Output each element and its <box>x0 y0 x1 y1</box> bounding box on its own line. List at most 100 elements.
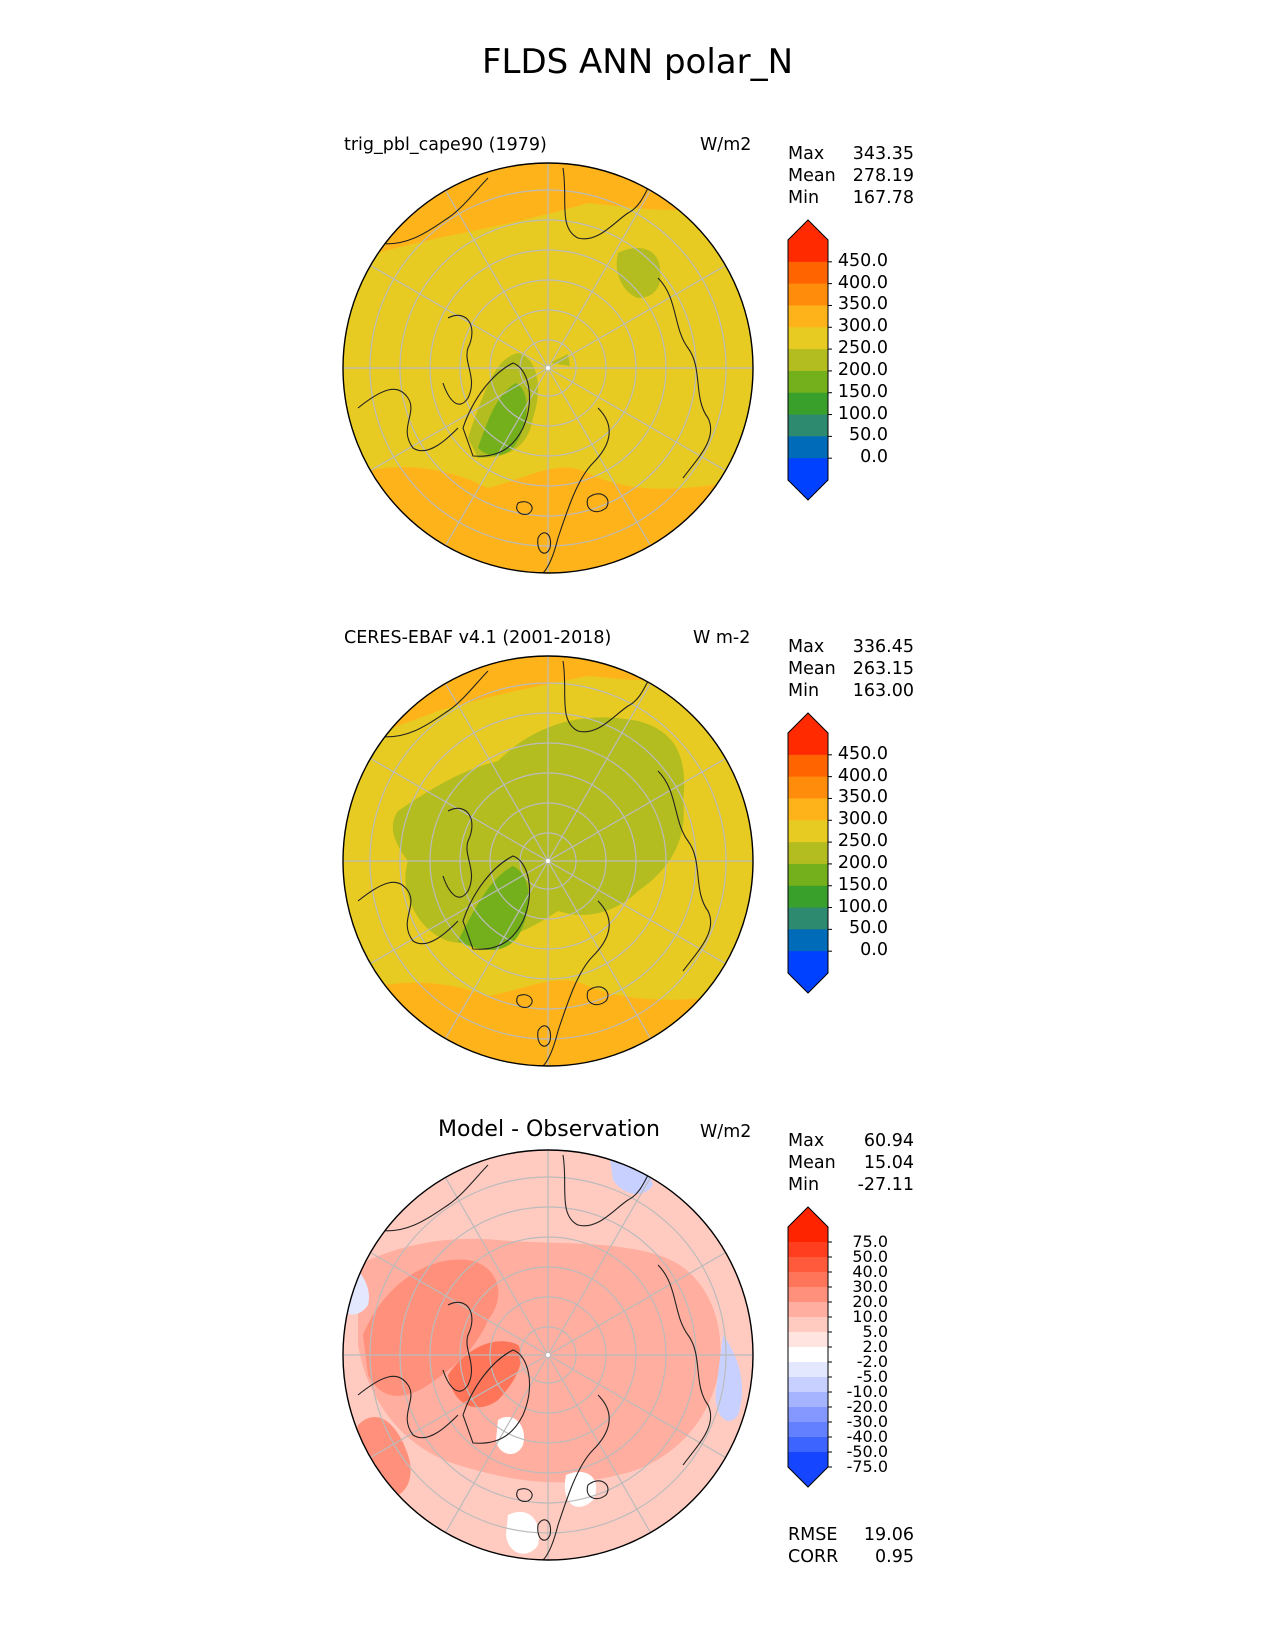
colorbar-extend-max <box>788 713 828 733</box>
panel3-stat-mean-value: 15.04 <box>863 1153 914 1173</box>
panel2-stat-mean-label: Mean <box>788 659 836 679</box>
colorbar-segment <box>788 754 828 778</box>
panel1-map <box>342 162 754 574</box>
colorbar-tick-label: 450.0 <box>837 250 888 271</box>
colorbar-tick-label: 75.0 <box>852 1232 888 1251</box>
colorbar-tick-label: 0.0 <box>860 940 888 961</box>
colorbar-tick-label: 10.0 <box>852 1307 888 1326</box>
colorbar-segment <box>788 458 828 481</box>
colorbar-segment <box>788 1377 828 1393</box>
panel2-title: CERES-EBAF v4.1 (2001-2018) <box>344 628 612 648</box>
panel2-stat-min-label: Min <box>788 681 820 701</box>
colorbar-tick-label: 300.0 <box>837 316 888 337</box>
colorbar-tick-label: 30.0 <box>852 1277 888 1296</box>
colorbar-tick-label: -40.0 <box>846 1427 888 1446</box>
panel3-stat-max-value: 60.94 <box>863 1131 914 1151</box>
colorbar-tick-label: 450.0 <box>837 743 888 764</box>
colorbar-tick-label: 350.0 <box>837 787 888 808</box>
colorbar-segment <box>788 820 828 843</box>
colorbar-segment <box>788 240 828 263</box>
colorbar-segment <box>788 370 828 394</box>
panel1-colorbar <box>787 219 832 501</box>
colorbar-extend-min <box>788 973 828 993</box>
panel3-pole-marker <box>546 1353 550 1357</box>
panel3-field-neutral-1 <box>496 1416 524 1455</box>
colorbar-tick-label: 50.0 <box>849 425 888 446</box>
panel1-field-greenland-core <box>478 383 527 456</box>
panel2-field-greenland-core <box>458 866 529 951</box>
panel1-stat-mean-label: Mean <box>788 166 836 186</box>
panel3-coastlines <box>357 1154 712 1560</box>
colorbar-extend-min <box>788 480 828 500</box>
colorbar-segment <box>788 1317 828 1333</box>
panel2-stat-min-value: 163.00 <box>852 681 914 701</box>
colorbar-segment <box>788 261 828 285</box>
colorbar-segment <box>788 349 828 372</box>
colorbar-segment <box>788 436 828 459</box>
panel1-pole-marker <box>546 366 550 370</box>
colorbar-tick-label: 100.0 <box>837 403 888 424</box>
colorbar-tick-label: 5.0 <box>862 1322 888 1341</box>
colorbar-tick-label: 2.0 <box>862 1337 888 1356</box>
colorbar-segment <box>788 1287 828 1303</box>
colorbar-segment <box>788 283 828 306</box>
colorbar-tick-label: 20.0 <box>852 1292 888 1311</box>
colorbar-tick-label: 50.0 <box>852 1247 888 1266</box>
figure-title: FLDS ANN polar_N <box>481 42 794 82</box>
colorbar-outline <box>787 712 829 994</box>
colorbar-segment <box>788 305 828 328</box>
panel1-stat-max-value: 343.35 <box>852 144 914 164</box>
colorbar-segment <box>788 1302 828 1318</box>
colorbar-segment <box>788 951 828 974</box>
panel3-title: Model - Observation <box>438 1117 660 1142</box>
colorbar-segment <box>788 863 828 887</box>
colorbar-tick-label: -2.0 <box>856 1352 888 1371</box>
panel2-map-border <box>342 655 754 1067</box>
panel2-stat-max-label: Max <box>788 637 825 657</box>
panel3-field-cool-east <box>715 1335 743 1421</box>
colorbar-tick-label: 0.0 <box>860 447 888 468</box>
colorbar-segment <box>788 842 828 865</box>
colorbar-segment <box>788 1242 828 1258</box>
colorbar-segment <box>788 1362 828 1378</box>
colorbar-tick-label: 40.0 <box>852 1262 888 1281</box>
colorbar-tick-label: -50.0 <box>846 1442 888 1461</box>
panel3-stat-min-value: -27.11 <box>857 1175 914 1195</box>
colorbar-tick-label: 150.0 <box>837 381 888 402</box>
panel3-rmse-value: 19.06 <box>863 1525 914 1545</box>
colorbar-tick-label: 350.0 <box>837 294 888 315</box>
colorbar-segment <box>788 885 828 909</box>
panel1-units: W/m2 <box>700 135 752 155</box>
panel2-field-arctic <box>392 717 685 944</box>
colorbar-tick-label: 250.0 <box>837 338 888 359</box>
colorbar-segment <box>788 327 828 350</box>
panel3-units: W/m2 <box>700 1122 752 1142</box>
colorbar-tick-label: -5.0 <box>856 1367 888 1386</box>
colorbar-segment <box>788 1272 828 1288</box>
colorbar-segment <box>788 1422 828 1438</box>
colorbar-segment <box>788 776 828 799</box>
panel3-map <box>342 1149 754 1561</box>
panel1-map-border <box>342 162 754 574</box>
panel2-units: W m-2 <box>693 628 751 648</box>
panel2-map <box>342 655 754 1067</box>
panel1-stat-mean-value: 278.19 <box>852 166 914 186</box>
colorbar-tick-label: 400.0 <box>837 272 888 293</box>
colorbar-segment <box>788 1452 828 1468</box>
panel3-rmse-label: RMSE <box>788 1525 838 1545</box>
colorbar-tick-label: 50.0 <box>849 918 888 939</box>
colorbar-tick-label: 150.0 <box>837 874 888 895</box>
colorbar-segment <box>788 733 828 756</box>
colorbar-segment <box>788 1257 828 1273</box>
panel3-stat-max-label: Max <box>788 1131 825 1151</box>
panel3-stat-min-label: Min <box>788 1175 820 1195</box>
panel3-stat-mean-label: Mean <box>788 1153 836 1173</box>
colorbar-segment <box>788 929 828 952</box>
panel3-field-neutral-3 <box>564 1471 597 1507</box>
panel3-colorbar <box>787 1206 832 1488</box>
colorbar-tick-label: 300.0 <box>837 809 888 830</box>
panel1-stat-min-value: 167.78 <box>852 188 914 208</box>
panel2-stat-max-value: 336.45 <box>852 637 914 657</box>
panel2-stat-mean-value: 263.15 <box>852 659 914 679</box>
panel1-stat-min-label: Min <box>788 188 820 208</box>
